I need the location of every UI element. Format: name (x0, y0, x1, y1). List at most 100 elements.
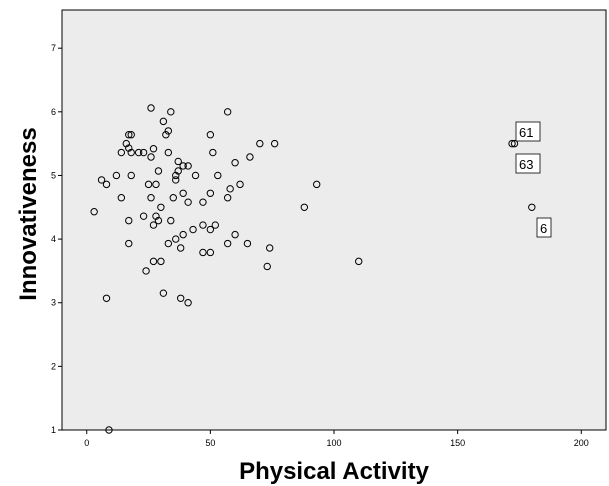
data-point (184, 198, 192, 206)
data-point (162, 131, 170, 139)
data-point (312, 180, 321, 189)
data-point (206, 189, 215, 197)
data-point (125, 216, 133, 225)
data-point (127, 171, 135, 180)
data-point (176, 294, 185, 302)
data-points (90, 104, 536, 434)
data-point (125, 144, 133, 152)
data-point (127, 131, 135, 139)
data-point (172, 235, 180, 243)
data-point (214, 171, 222, 180)
data-point (199, 198, 207, 206)
data-point (172, 171, 180, 180)
data-point (211, 221, 220, 229)
data-point (147, 153, 155, 161)
annotation-6-box (536, 217, 552, 238)
data-point (97, 176, 106, 184)
data-point (355, 257, 363, 266)
data-point (528, 203, 536, 211)
x-axis-title: Physical Activity (239, 458, 430, 485)
data-point (243, 239, 252, 248)
data-point (102, 180, 111, 189)
annotation-6-label: 6 (540, 221, 547, 236)
x-tick-label: 100 (326, 438, 341, 448)
data-point (149, 221, 158, 229)
data-point (270, 139, 279, 148)
data-point (184, 299, 192, 307)
data-point (105, 426, 113, 434)
x-tick-label: 200 (574, 438, 589, 448)
annotation-61-box (515, 121, 541, 142)
data-point (154, 167, 163, 175)
data-point (167, 216, 175, 225)
data-point (179, 189, 187, 197)
data-point (246, 153, 254, 161)
data-point (139, 212, 148, 220)
data-point (142, 267, 150, 275)
data-point (174, 157, 182, 166)
y-tick-label: 3 (51, 298, 56, 308)
annotation-63-label: 63 (519, 157, 533, 172)
data-point (263, 262, 271, 271)
data-point (157, 203, 165, 211)
data-point (102, 294, 111, 302)
axis-ticks: 0 50 100 150 200 1 2 3 4 5 6 7 (51, 43, 589, 448)
data-point (172, 176, 180, 184)
data-point (223, 239, 232, 248)
data-point (176, 244, 185, 252)
annotation-63-box (515, 153, 541, 174)
data-point (125, 239, 133, 248)
y-tick-label: 4 (51, 234, 56, 244)
data-point (125, 131, 133, 139)
x-tick-label: 0 (84, 438, 89, 448)
x-tick-label: 150 (450, 438, 465, 448)
data-point (144, 180, 153, 189)
data-point (157, 257, 165, 266)
data-point (300, 203, 309, 211)
data-point (191, 171, 200, 180)
y-tick-label: 6 (51, 107, 56, 117)
data-point (189, 225, 197, 234)
data-point (199, 221, 207, 229)
data-point (184, 162, 192, 170)
y-tick-label: 7 (51, 43, 56, 53)
data-point (209, 148, 217, 157)
data-point (139, 148, 148, 157)
data-point (206, 225, 215, 234)
data-point (206, 131, 215, 139)
data-point (169, 194, 177, 202)
data-point (236, 180, 244, 189)
data-point (147, 194, 155, 202)
data-point (122, 139, 130, 148)
data-point (164, 127, 173, 135)
y-tick-label: 1 (51, 425, 56, 435)
data-point (147, 104, 155, 112)
y-tick-label: 5 (51, 170, 56, 180)
data-point (206, 248, 215, 257)
data-point (508, 139, 516, 148)
data-point (223, 108, 232, 116)
point-annotations: 61 63 6 (515, 121, 552, 238)
data-point (164, 239, 173, 248)
plot-area (61, 9, 607, 431)
data-point (199, 248, 207, 257)
data-point (134, 148, 143, 157)
data-point (159, 117, 168, 126)
data-point (223, 194, 232, 202)
x-tick-label: 50 (205, 438, 215, 448)
data-point (164, 148, 173, 157)
y-axis-title: Innovativeness (15, 127, 42, 300)
data-point (256, 139, 264, 148)
data-point (266, 244, 274, 252)
data-point (154, 216, 163, 225)
data-point (90, 208, 98, 216)
y-tick-label: 2 (51, 361, 56, 371)
data-point (167, 108, 175, 116)
data-point (231, 230, 239, 239)
data-point (174, 167, 182, 175)
data-point (117, 194, 126, 202)
data-point (127, 148, 135, 157)
annotation-61-label: 61 (519, 125, 533, 140)
data-point (152, 180, 160, 189)
